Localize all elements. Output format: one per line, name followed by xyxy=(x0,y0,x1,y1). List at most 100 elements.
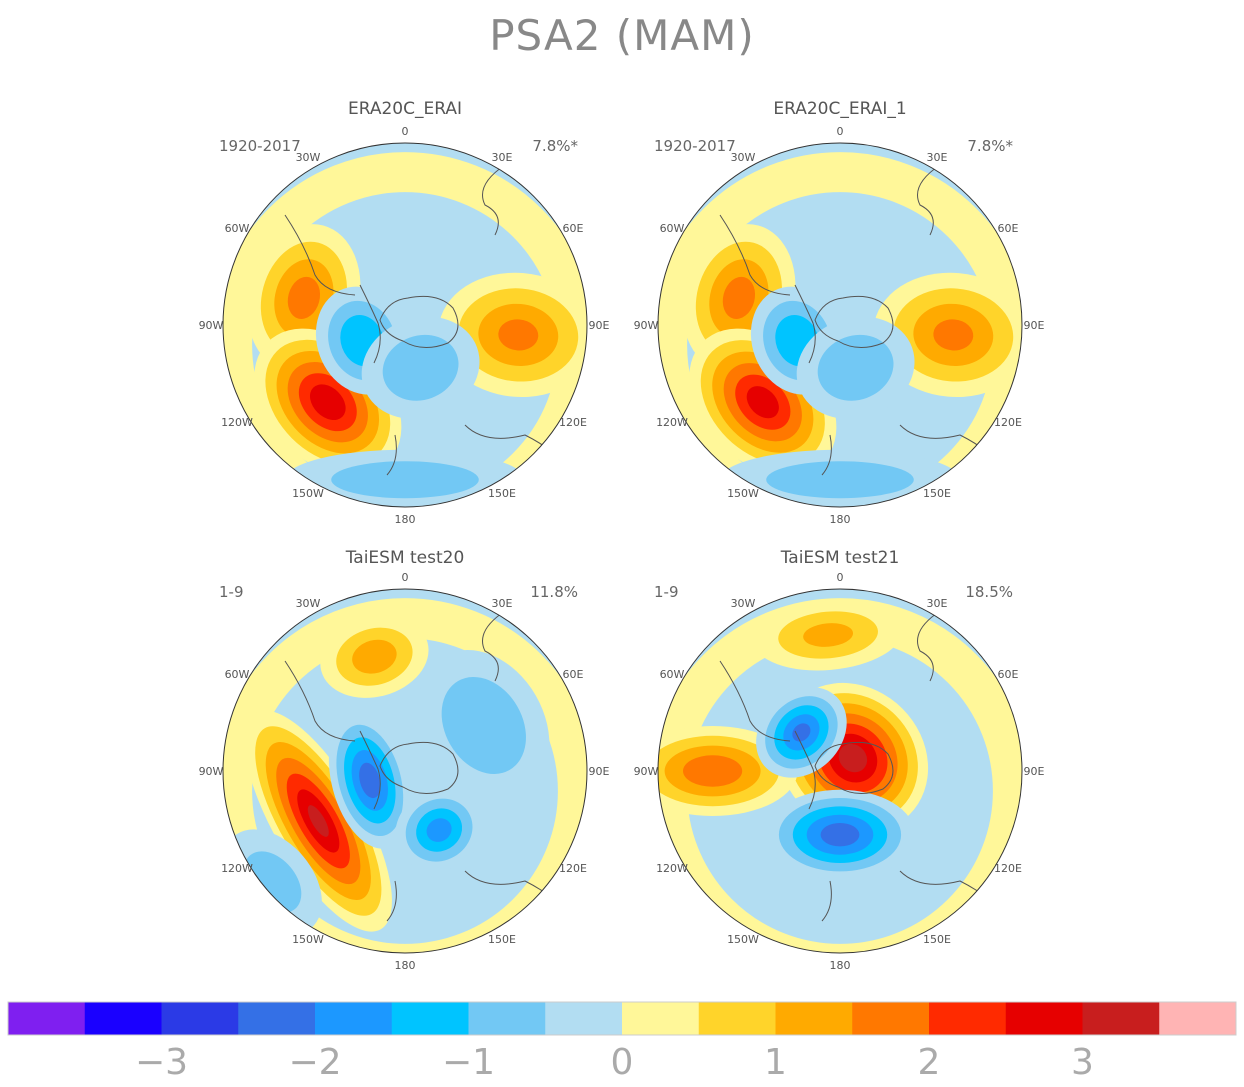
negative-anomaly-contour xyxy=(817,334,894,401)
longitude-label: 90E xyxy=(1024,765,1045,778)
colorbar-swatch xyxy=(1005,1002,1083,1035)
map-boundary xyxy=(222,142,588,508)
colorbar-swatch xyxy=(1082,1002,1160,1035)
panel-title: ERA20C_ERAI_1 xyxy=(773,99,906,119)
negative-anomaly-contour xyxy=(792,723,811,742)
longitude-label: 30E xyxy=(927,597,948,610)
panel-period: 1-9 xyxy=(654,583,679,601)
figure-title: PSA2 (MAM) xyxy=(489,11,755,60)
longitude-label: 120E xyxy=(994,416,1022,429)
longitude-label: 30W xyxy=(731,597,756,610)
panel-title: ERA20C_ERAI xyxy=(348,99,462,119)
coastline xyxy=(284,164,587,496)
longitude-label: 60E xyxy=(563,668,584,681)
longitude-label: 90W xyxy=(634,319,659,332)
panel-taiesm-test20: TaiESM test20 1-9 11.8% 0 30E 60E 90E 120E 15… xyxy=(199,548,610,972)
positive-anomaly-contour xyxy=(838,743,868,773)
longitude-label: 150E xyxy=(488,933,516,946)
colorbar-swatch xyxy=(8,1002,86,1035)
longitude-label: 150E xyxy=(488,487,516,500)
longitude-labels: 0 30E 60E 90E 120E 150E 180 150W 120W 90W 60W 30W xyxy=(634,571,1045,972)
colorbar-tick-label: −2 xyxy=(288,1042,341,1082)
positive-anomaly-contour xyxy=(746,386,779,419)
longitude-label: 60E xyxy=(998,668,1019,681)
panel-era20c-erai: ERA20C_ERAI 1920-2017 7.8%* 0 30E 60E 90E 12… xyxy=(199,99,610,526)
positive-anomaly-contour xyxy=(309,384,346,421)
longitude-label: 0 xyxy=(402,125,409,138)
longitude-label: 60W xyxy=(660,668,685,681)
coastline xyxy=(719,164,1022,496)
longitude-label: 30E xyxy=(492,597,513,610)
longitude-label: 150E xyxy=(923,487,951,500)
longitude-label: 150E xyxy=(923,933,951,946)
contour-field xyxy=(223,589,587,953)
longitude-label: 30E xyxy=(492,151,513,164)
negative-anomaly-contour xyxy=(820,823,860,847)
longitude-label: 180 xyxy=(830,959,851,972)
longitude-label: 150W xyxy=(727,487,759,500)
colorbar-labels: −3 −2 −1 0 1 2 3 xyxy=(135,1042,1094,1083)
panel-variance: 7.8%* xyxy=(532,137,578,155)
map-boundary xyxy=(657,588,1023,954)
longitude-label: 180 xyxy=(830,513,851,526)
longitude-label: 90W xyxy=(199,765,224,778)
contour-field xyxy=(658,589,1022,953)
longitude-label: 150W xyxy=(292,487,324,500)
map-boundary xyxy=(657,142,1023,508)
longitude-label: 0 xyxy=(837,125,844,138)
positive-anomaly-contour xyxy=(352,639,397,674)
longitude-label: 180 xyxy=(395,513,416,526)
colorbar-frame xyxy=(7,1001,1237,1036)
panel-variance: 18.5% xyxy=(965,583,1013,601)
colorbar-swatch xyxy=(775,1002,853,1035)
longitude-labels: 0 30E 60E 90E 120E 150E 180 150W 120W 90W 60W 30W xyxy=(199,571,610,972)
colorbar xyxy=(7,1001,1237,1036)
contour-field xyxy=(223,143,587,507)
longitude-label: 30W xyxy=(731,151,756,164)
colorbar-swatch xyxy=(622,1002,700,1035)
longitude-label: 60E xyxy=(998,222,1019,235)
longitude-label: 0 xyxy=(837,571,844,584)
positive-anomaly-contour xyxy=(307,805,329,837)
panel-variance: 7.8%* xyxy=(967,137,1013,155)
positive-anomaly-contour xyxy=(803,623,854,647)
colorbar-swatch xyxy=(698,1002,776,1035)
longitude-label: 30E xyxy=(927,151,948,164)
negative-anomaly-contour xyxy=(441,676,526,775)
longitude-label: 90W xyxy=(634,765,659,778)
negative-anomaly-contour xyxy=(382,334,459,401)
colorbar-swatch xyxy=(929,1002,1007,1035)
longitude-label: 90E xyxy=(1024,319,1045,332)
negative-anomaly-contour xyxy=(766,461,914,499)
colorbar-swatch xyxy=(852,1002,930,1035)
colorbar-swatch xyxy=(391,1002,469,1035)
longitude-label: 120W xyxy=(656,862,688,875)
longitude-label: 0 xyxy=(402,571,409,584)
longitude-label: 120E xyxy=(559,862,587,875)
colorbar-tick-label: 0 xyxy=(611,1042,634,1082)
colorbar-tick-label: 2 xyxy=(918,1042,941,1082)
colorbar-swatch xyxy=(545,1002,623,1035)
colorbar-swatch xyxy=(315,1002,393,1035)
field-ring xyxy=(223,598,587,953)
longitude-label: 150W xyxy=(292,933,324,946)
panel-period: 1920-2017 xyxy=(219,137,301,155)
positive-anomaly-contour xyxy=(722,276,756,319)
longitude-label: 60W xyxy=(225,222,250,235)
negative-anomaly-contour xyxy=(331,461,479,499)
longitude-label: 150W xyxy=(727,933,759,946)
colorbar-swatch xyxy=(468,1002,546,1035)
positive-anomaly-contour xyxy=(933,319,974,351)
longitude-label: 30W xyxy=(296,151,321,164)
colorbar-tick-label: −1 xyxy=(442,1042,495,1082)
panel-title: TaiESM test21 xyxy=(780,548,900,568)
longitude-label: 60W xyxy=(660,222,685,235)
panel-period: 1920-2017 xyxy=(654,137,736,155)
colorbar-swatch xyxy=(84,1002,162,1035)
longitude-label: 120W xyxy=(656,416,688,429)
positive-anomaly-contour xyxy=(498,319,539,351)
panel-period: 1-9 xyxy=(219,583,244,601)
longitude-labels: 0 30E 60E 90E 120E 150E 180 150W 120W 90W 60W 30W xyxy=(634,125,1045,526)
longitude-label: 30W xyxy=(296,597,321,610)
